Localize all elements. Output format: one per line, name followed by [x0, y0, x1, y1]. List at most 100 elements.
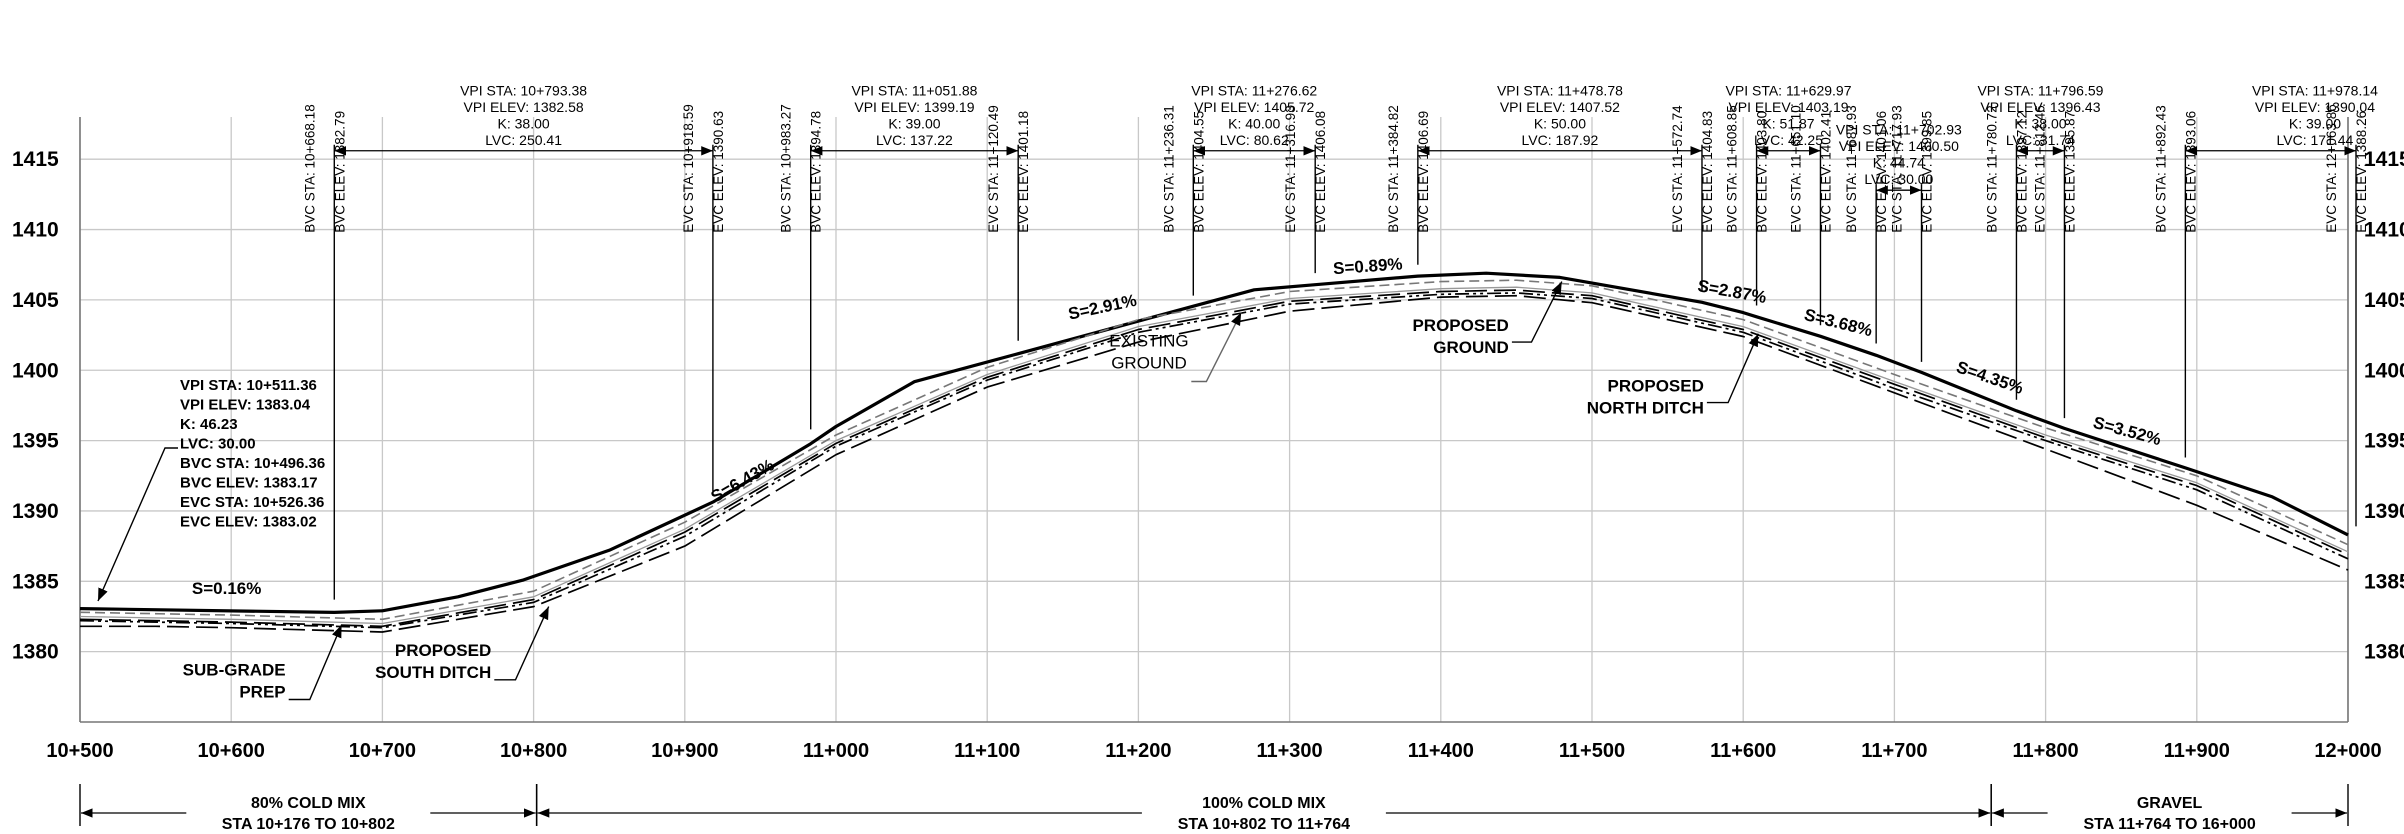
bvc-label: BVC ELEV: 1406.69 [1416, 111, 1431, 233]
vpi-label: VPI STA: 11+276.62 [1191, 82, 1317, 98]
y-tick-label-right: 1395 [2364, 430, 2404, 453]
series-line-north_ditch [79, 289, 2349, 628]
segment-label: 100% COLD MIX [1202, 795, 1326, 812]
evc-label: EVC STA: 11+651.10 [1788, 105, 1803, 232]
vpi-label: VPI ELEV: 1390.04 [2255, 99, 2375, 115]
vpi-label: VPI ELEV: 1396.43 [1980, 99, 2100, 115]
grid [79, 117, 2349, 723]
x-tick-label: 11+500 [1559, 740, 1625, 762]
first-vpi-label: VPI ELEV: 1383.04 [180, 397, 311, 414]
bvc-label: BVC STA: 11+236.31 [1161, 105, 1176, 232]
evc-label: EVC STA: 11+120.49 [986, 105, 1001, 232]
x-tick-label: 10+500 [46, 740, 113, 762]
callout-leader [1706, 333, 1759, 404]
evc-label: EVC ELEV: 1395.87 [2062, 111, 2077, 233]
vpi-label: K: 40.00 [1228, 115, 1280, 131]
bvc-label: BVC STA: 11+780.72 [1984, 105, 1999, 232]
callout-leader [1191, 312, 1242, 383]
slope-label: S=0.89% [1333, 254, 1404, 278]
y-tick-label-right: 1405 [2364, 289, 2404, 312]
first-vpi-label: LVC: 30.00 [180, 436, 256, 453]
y-tick-label-right: 1415 [2364, 148, 2404, 171]
vpi-label: LVC: 137.22 [876, 132, 953, 148]
vpi-label: K: 51.87 [1762, 115, 1814, 131]
vpi-label: K: 38.00 [498, 115, 550, 131]
first-vpi-label: EVC ELEV: 1383.02 [180, 514, 317, 531]
segment-label: STA 10+802 TO 11+764 [1178, 816, 1350, 833]
x-tick-label: 11+000 [803, 740, 869, 762]
vpi-label: K: 50.00 [1534, 115, 1586, 131]
first-vpi-label: K: 46.23 [180, 416, 238, 433]
bvc-label: BVC ELEV: 1401.06 [1874, 111, 1889, 233]
series-line-sub_grade_prep [79, 292, 2349, 629]
vpi-label: K: 39.00 [2289, 115, 2341, 131]
x-tick-label: 11+200 [1105, 740, 1171, 762]
evc-label: EVC STA: 11+812.46 [2032, 105, 2047, 232]
y-tick-label-right: 1390 [2364, 500, 2404, 523]
callout-label: GROUND [1111, 353, 1187, 372]
bvc-label: BVC ELEV: 1394.78 [809, 111, 824, 233]
callout-label: NORTH DITCH [1587, 398, 1704, 417]
x-tick-label: 11+600 [1710, 740, 1776, 762]
bvc-label: BVC STA: 11+608.85 [1725, 105, 1740, 232]
callout-label: SOUTH DITCH [375, 663, 491, 682]
slope-label: S=2.91% [1067, 291, 1139, 324]
slope-label: S=0.16% [192, 579, 261, 598]
x-tick-label: 11+300 [1256, 740, 1322, 762]
bvc-label: BVC ELEV: 1404.55 [1191, 111, 1206, 233]
y-tick-label: 1390 [12, 500, 59, 523]
vpi-label: VPI STA: 10+793.38 [460, 82, 587, 98]
callout-leader [494, 606, 550, 681]
y-tick-label: 1415 [12, 148, 59, 171]
first-vpi-label: BVC STA: 10+496.36 [180, 455, 325, 472]
vpi-label: VPI STA: 11+629.97 [1726, 82, 1852, 98]
x-tick-label: 11+900 [2164, 740, 2230, 762]
y-tick-label-right: 1380 [2364, 641, 2404, 664]
vpi-label: VPI ELEV: 1400.50 [1839, 138, 1959, 154]
vpi-label: K: 39.00 [888, 115, 940, 131]
vpi-label: K: 44.74 [1873, 155, 1925, 171]
y-tick-label-right: 1400 [2364, 359, 2404, 382]
vpi-label: VPI STA: 11+702.93 [1836, 122, 1962, 138]
vpi-label: LVC: 42.25 [1754, 132, 1823, 148]
y-tick-label: 1385 [12, 570, 59, 593]
x-tick-label: 11+400 [1408, 740, 1474, 762]
bvc-label: BVC ELEV: 1403.80 [1755, 111, 1770, 233]
evc-label: EVC STA: 11+316.93 [1283, 105, 1298, 232]
bvc-label: BVC ELEV: 1397.12 [2014, 111, 2029, 233]
vpi-label: VPI ELEV: 1405.72 [1194, 99, 1314, 115]
bvc-label: BVC STA: 11+892.43 [2153, 105, 2168, 232]
callout-label: GROUND [1433, 338, 1509, 357]
evc-label: EVC STA: 12+063.86 [2324, 104, 2339, 232]
y-tick-label: 1410 [12, 219, 59, 242]
segment-label: GRAVEL [2137, 795, 2203, 812]
callout-label: EXISTING [1109, 331, 1188, 350]
bvc-label: BVC STA: 11+687.93 [1844, 105, 1859, 232]
callout-label: SUB-GRADE [183, 661, 286, 680]
first-vpi-label: VPI STA: 10+511.36 [180, 377, 317, 394]
first-vpi-label: BVC ELEV: 1383.17 [180, 475, 318, 492]
first-vpi-label: EVC STA: 10+526.36 [180, 494, 324, 511]
vpi-label: LVC: 80.62 [1220, 132, 1289, 148]
x-tick-label: 10+900 [651, 740, 718, 762]
bvc-label: BVC STA: 10+668.18 [302, 104, 317, 232]
bvc-label: BVC ELEV: 1382.79 [332, 111, 347, 233]
vpi-label: VPI ELEV: 1399.19 [854, 99, 974, 115]
vpi-label: VPI ELEV: 1407.52 [1500, 99, 1620, 115]
vpi-label: LVC: 250.41 [485, 132, 562, 148]
vpi-label: LVC: 30.00 [1864, 171, 1933, 187]
x-tick-label: 12+000 [2314, 740, 2381, 762]
y-tick-label-right: 1410 [2364, 219, 2404, 242]
evc-label: EVC STA: 11+717.93 [1890, 105, 1905, 232]
callout-label: PROPOSED [1608, 376, 1704, 395]
profile-lines [79, 271, 2349, 633]
slope-label: S=3.52% [2091, 413, 2163, 449]
bvc-label: BVC STA: 11+384.82 [1386, 105, 1401, 232]
evc-label: EVC ELEV: 1388.26 [2354, 111, 2369, 233]
y-tick-label: 1395 [12, 430, 59, 453]
evc-label: EVC ELEV: 1401.18 [1016, 111, 1031, 233]
callout-label: PROPOSED [1412, 316, 1508, 335]
pavement-segments: 80% COLD MIX STA 10+176 TO 10+802 100% COL… [79, 784, 2349, 833]
